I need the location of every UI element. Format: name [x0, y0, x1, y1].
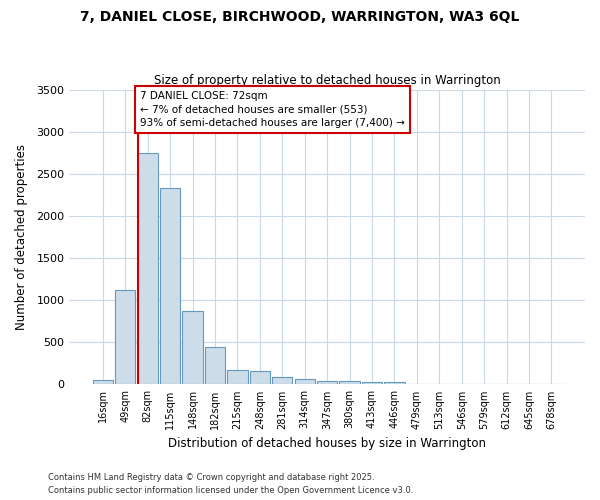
Bar [160, 188, 180, 384]
Bar [93, 380, 113, 384]
Y-axis label: Number of detached properties: Number of detached properties [15, 144, 28, 330]
Text: 7, DANIEL CLOSE, BIRCHWOOD, WARRINGTON, WA3 6QL: 7, DANIEL CLOSE, BIRCHWOOD, WARRINGTON, … [80, 10, 520, 24]
Bar [317, 380, 337, 384]
Bar [137, 152, 158, 384]
Bar [295, 379, 315, 384]
Bar [205, 348, 225, 385]
Bar [272, 377, 292, 384]
X-axis label: Distribution of detached houses by size in Warrington: Distribution of detached houses by size … [168, 437, 486, 450]
Bar [115, 290, 136, 384]
Title: Size of property relative to detached houses in Warrington: Size of property relative to detached ho… [154, 74, 500, 87]
Text: Contains HM Land Registry data © Crown copyright and database right 2025.
Contai: Contains HM Land Registry data © Crown c… [48, 474, 413, 495]
Text: 7 DANIEL CLOSE: 72sqm
← 7% of detached houses are smaller (553)
93% of semi-deta: 7 DANIEL CLOSE: 72sqm ← 7% of detached h… [140, 91, 405, 128]
Bar [250, 370, 270, 384]
Bar [385, 382, 404, 384]
Bar [182, 311, 203, 384]
Bar [227, 370, 248, 384]
Bar [340, 380, 359, 384]
Bar [362, 382, 382, 384]
